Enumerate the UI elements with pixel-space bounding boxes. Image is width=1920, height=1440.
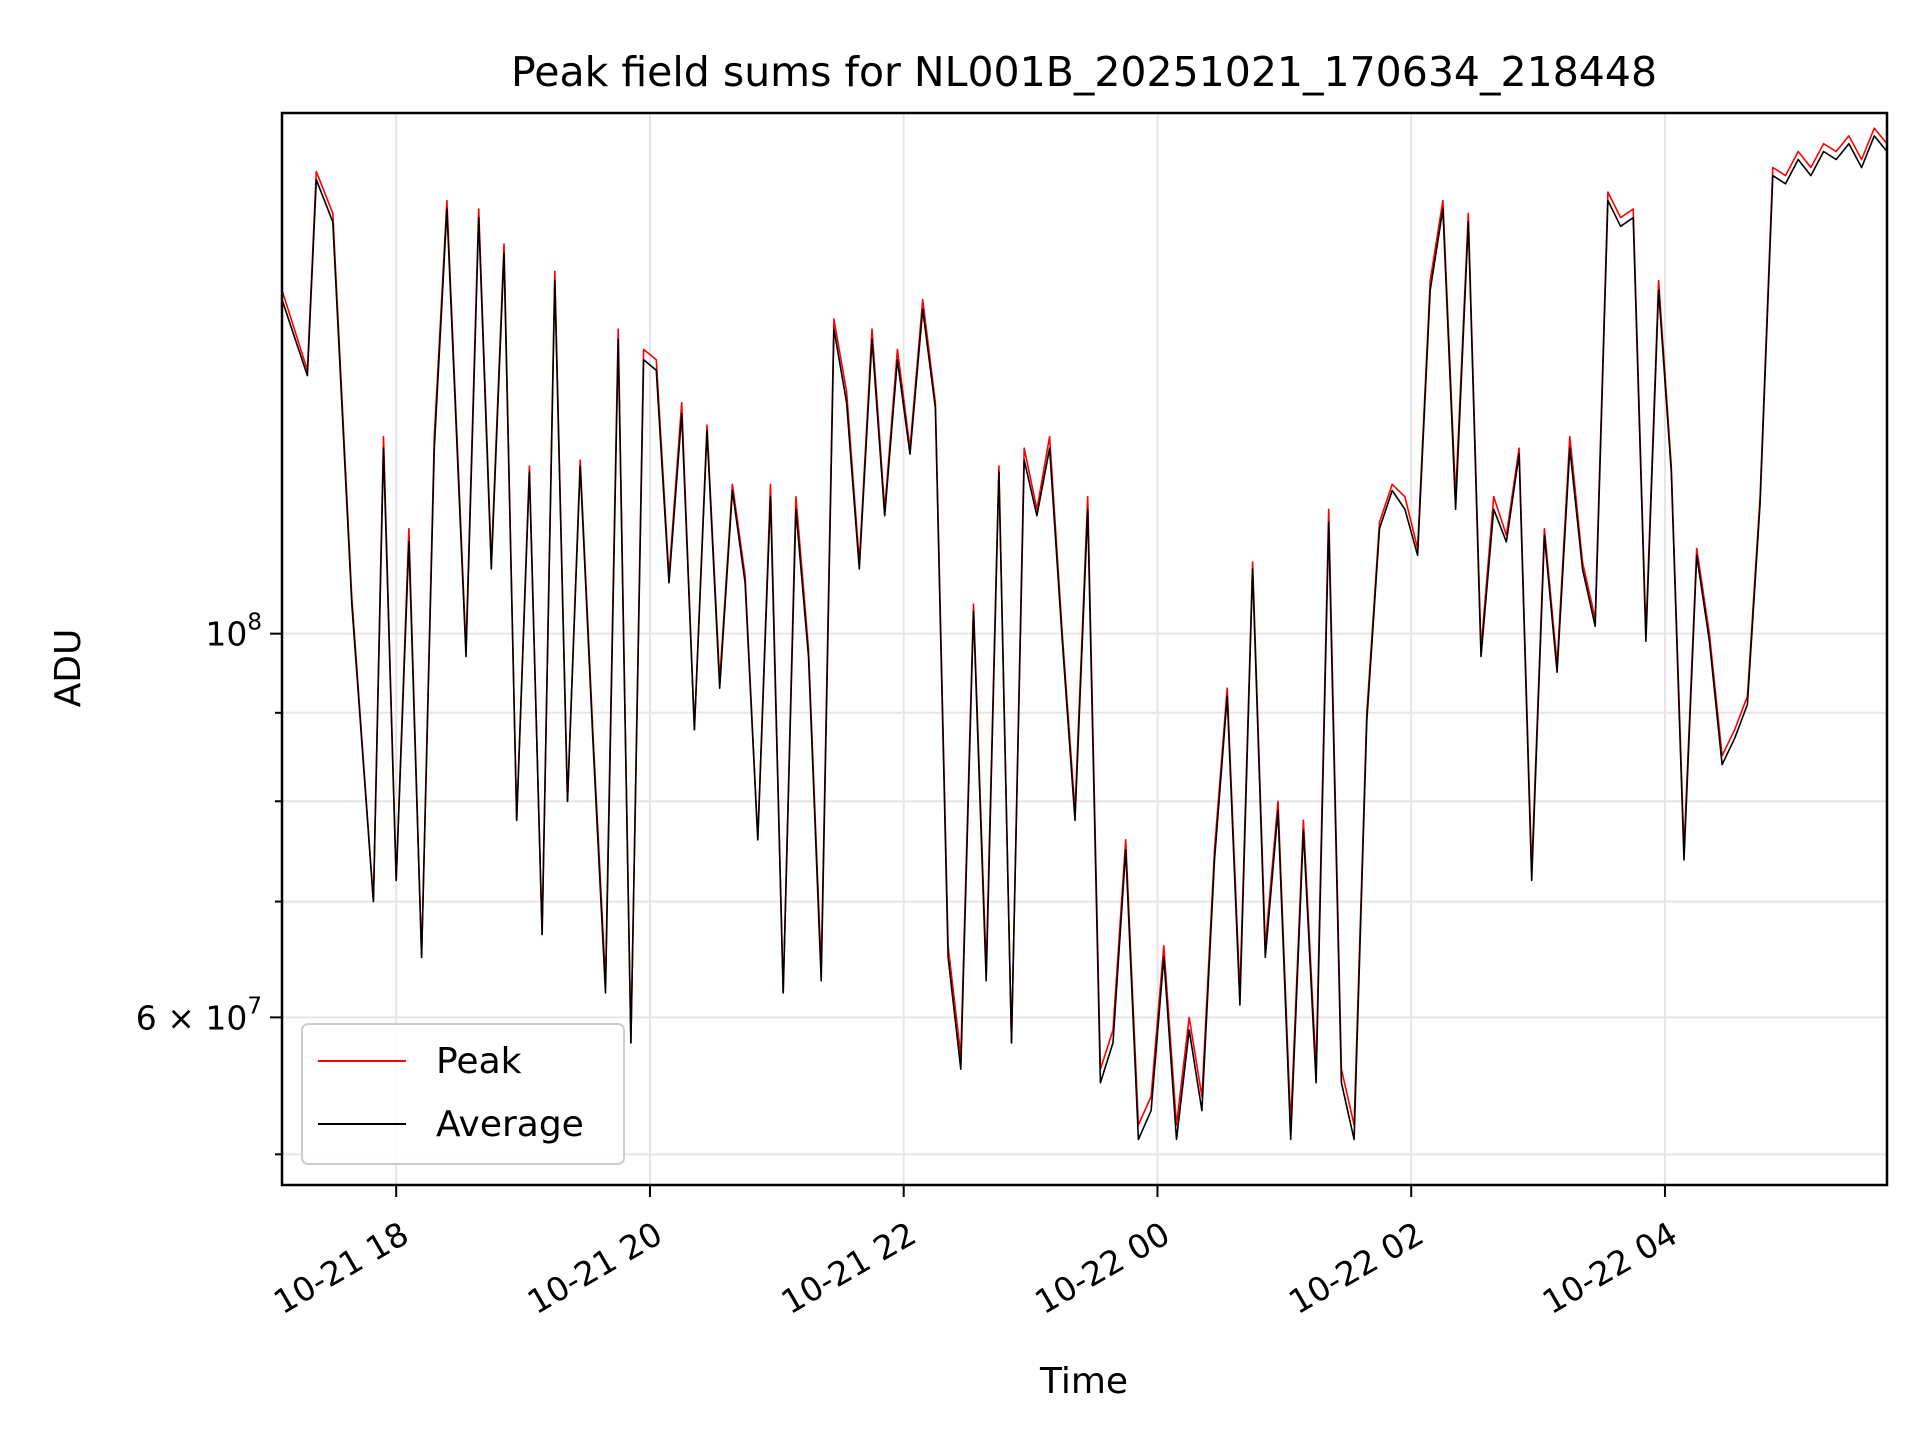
tick-marks xyxy=(270,632,1666,1197)
legend-label-average: Average xyxy=(436,1104,584,1145)
y-tick-label: 108 xyxy=(205,610,262,654)
series-layer xyxy=(281,127,1888,1141)
series-line-average xyxy=(281,135,1888,1141)
plot-frame xyxy=(280,111,1889,1187)
y-tick-labels: 108 6 × 107 xyxy=(136,610,262,1038)
y-axis-label: ADU xyxy=(48,629,89,708)
legend-label-peak: Peak xyxy=(436,1041,522,1082)
x-axis-label: Time xyxy=(1039,1361,1128,1402)
legend: Peak Average xyxy=(301,1023,625,1165)
legend-box xyxy=(301,1023,625,1165)
y-tick-label: 6 × 107 xyxy=(136,993,262,1037)
chart-title: Peak field sums for NL001B_20251021_1706… xyxy=(511,48,1657,96)
